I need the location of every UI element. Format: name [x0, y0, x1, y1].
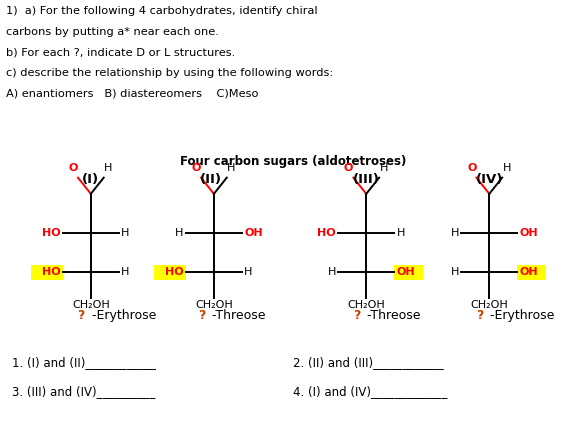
Text: OH: OH	[520, 267, 539, 277]
Text: A) enantiomers   B) diastereomers    C)Meso: A) enantiomers B) diastereomers C)Meso	[6, 88, 258, 98]
Text: H: H	[121, 228, 130, 238]
Text: CH₂OH: CH₂OH	[347, 300, 385, 310]
Text: b) For each ?, indicate D or L structures.: b) For each ?, indicate D or L structure…	[6, 47, 235, 57]
Text: c) describe the relationship by using the following words:: c) describe the relationship by using th…	[6, 68, 333, 78]
Text: 4. (I) and (IV)_____________: 4. (I) and (IV)_____________	[293, 386, 447, 399]
Text: H: H	[503, 164, 511, 173]
Text: H: H	[244, 267, 253, 277]
Text: 1. (I) and (II)____________: 1. (I) and (II)____________	[12, 356, 156, 369]
Text: H: H	[104, 164, 113, 173]
Text: O: O	[344, 164, 353, 173]
Text: ?: ?	[77, 309, 85, 322]
Text: H: H	[227, 164, 236, 173]
Text: OH: OH	[397, 267, 415, 277]
Text: HO: HO	[42, 228, 60, 238]
Text: O: O	[467, 164, 476, 173]
Text: Four carbon sugars (aldotetroses): Four carbon sugars (aldotetroses)	[180, 155, 406, 169]
FancyBboxPatch shape	[154, 265, 186, 280]
Text: -Erythrose: -Erythrose	[486, 309, 555, 322]
Text: (III): (III)	[353, 173, 380, 186]
Text: H: H	[121, 267, 130, 277]
Text: -Threose: -Threose	[208, 309, 265, 322]
Text: CH₂OH: CH₂OH	[195, 300, 233, 310]
Text: H: H	[328, 267, 336, 277]
Text: -Erythrose: -Erythrose	[88, 309, 156, 322]
Text: OH: OH	[520, 228, 539, 238]
Text: HO: HO	[317, 228, 336, 238]
Text: H: H	[397, 228, 405, 238]
Text: (I): (I)	[82, 173, 100, 186]
Text: CH₂OH: CH₂OH	[471, 300, 508, 310]
FancyBboxPatch shape	[394, 265, 423, 280]
Text: (II): (II)	[200, 173, 222, 186]
Text: H: H	[451, 267, 459, 277]
Text: -Threose: -Threose	[363, 309, 421, 322]
Text: (IV): (IV)	[476, 173, 503, 186]
Text: O: O	[192, 164, 201, 173]
Text: HO: HO	[165, 267, 183, 277]
Text: H: H	[451, 228, 459, 238]
Text: ?: ?	[197, 309, 205, 322]
FancyBboxPatch shape	[31, 265, 63, 280]
Text: 1)  a) For the following 4 carbohydrates, identify chiral: 1) a) For the following 4 carbohydrates,…	[6, 6, 318, 16]
Text: carbons by putting a* near each one.: carbons by putting a* near each one.	[6, 27, 219, 37]
Text: 2. (II) and (III)____________: 2. (II) and (III)____________	[293, 356, 444, 369]
Text: ?: ?	[476, 309, 483, 322]
Text: H: H	[380, 164, 388, 173]
FancyBboxPatch shape	[517, 265, 546, 280]
Text: ?: ?	[353, 309, 360, 322]
Text: 3. (III) and (IV)__________: 3. (III) and (IV)__________	[12, 386, 155, 399]
Text: OH: OH	[244, 228, 263, 238]
Text: CH₂OH: CH₂OH	[72, 300, 110, 310]
Text: HO: HO	[42, 267, 60, 277]
Text: O: O	[69, 164, 78, 173]
Text: H: H	[175, 228, 183, 238]
